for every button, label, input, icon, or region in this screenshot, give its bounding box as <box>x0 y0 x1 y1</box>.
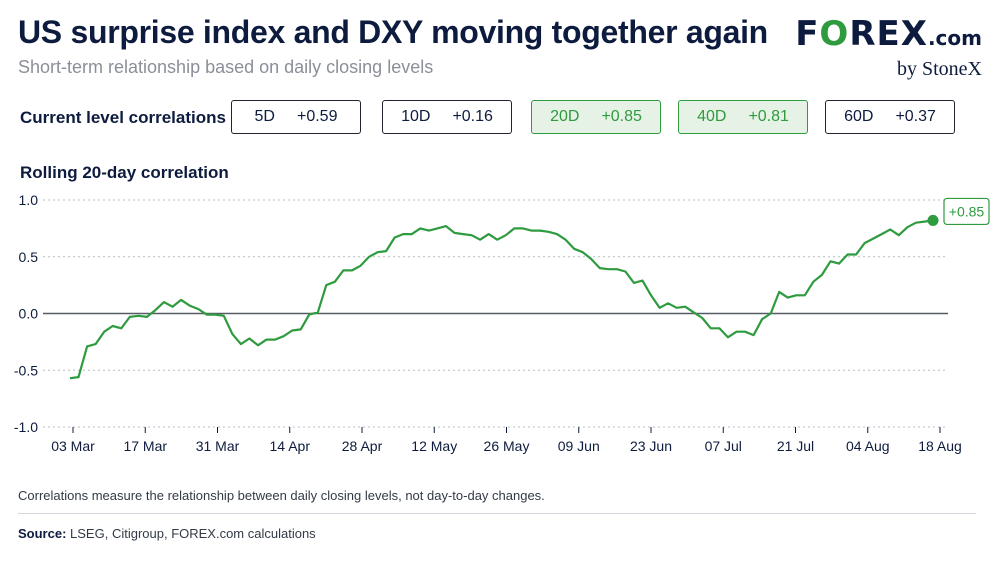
x-tick-label: 17 Mar <box>123 438 167 454</box>
y-tick-label: 0.5 <box>19 249 39 265</box>
source-line: Source: LSEG, Citigroup, FOREX.com calcu… <box>18 526 316 541</box>
source-label: Source: <box>18 526 67 541</box>
series-end-dot <box>927 214 939 226</box>
correlation-value: +0.16 <box>452 108 493 125</box>
correlation-period: 5D <box>254 108 275 125</box>
forex-logo: FOREX.com by StoneX <box>792 14 982 80</box>
footer-divider <box>18 513 976 514</box>
x-tick-label: 21 Jul <box>777 438 814 454</box>
correlation-period: 20D <box>550 108 580 125</box>
logo-wordmark: FOREX.com <box>795 14 982 54</box>
y-tick-label: 1.0 <box>19 192 39 208</box>
correlation-value: +0.59 <box>296 108 338 125</box>
source-text: LSEG, Citigroup, FOREX.com calculations <box>70 526 316 541</box>
correlation-box-10d: 10D +0.16 <box>382 100 512 134</box>
x-tick-label: 07 Jul <box>705 438 742 454</box>
y-tick-label: 0.0 <box>19 306 39 322</box>
logo-dotcom: .com <box>927 26 982 50</box>
end-value-box <box>943 197 990 226</box>
correlation-value: +0.85 <box>601 108 642 125</box>
x-tick-label: 09 Jun <box>558 438 600 454</box>
chart-section-title: Rolling 20-day correlation <box>20 163 229 182</box>
end-value-label: +0.85 <box>949 203 985 219</box>
y-tick-label: -1.0 <box>14 419 38 435</box>
x-tick-label: 04 Aug <box>846 438 890 454</box>
y-tick-label: -0.5 <box>14 362 38 378</box>
x-tick-label: 28 Apr <box>342 438 383 454</box>
logo-letters-rex: REX <box>849 14 928 54</box>
correlation-period: 40D <box>697 108 727 125</box>
correlation-value: +0.37 <box>895 108 936 125</box>
correlation-box-5d: 5D +0.59 <box>231 100 361 134</box>
correlation-period: 10D <box>401 108 431 125</box>
x-tick-label: 26 May <box>484 438 530 454</box>
x-tick-label: 23 Jun <box>630 438 672 454</box>
correlation-period: 60D <box>844 108 874 125</box>
rolling-correlation-chart: 1.0 0.5 0.0 -0.5 -1.0 03 Mar 17 Mar 31 Mar 14 Ap… <box>14 192 990 454</box>
x-tick-label: 18 Aug <box>918 438 962 454</box>
correlation-series-line <box>69 219 934 380</box>
x-tick-label: 14 Apr <box>270 438 311 454</box>
logo-letter-o: O <box>819 14 850 54</box>
correlation-box-60d: 60D +0.37 <box>825 100 955 134</box>
logo-letter-f: F <box>795 14 820 54</box>
x-tick-label: 31 Mar <box>196 438 240 454</box>
correlations-label: Current level correlations <box>20 108 226 127</box>
logo-byline: by StoneX <box>897 58 982 80</box>
footnote: Correlations measure the relationship be… <box>18 488 545 503</box>
chart-main-title: US surprise index and DXY moving togethe… <box>18 14 768 50</box>
correlation-box-40d: 40D +0.81 <box>678 100 808 134</box>
x-tick-label: 03 Mar <box>51 438 95 454</box>
correlation-value: +0.81 <box>748 108 789 125</box>
x-tick-label: 12 May <box>411 438 457 454</box>
chart-subtitle: Short-term relationship based on daily c… <box>18 57 434 77</box>
correlation-box-20d: 20D +0.85 <box>531 100 661 134</box>
